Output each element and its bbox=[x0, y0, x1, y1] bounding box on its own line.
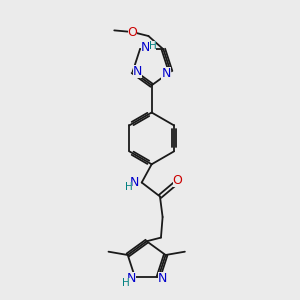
Text: N: N bbox=[126, 272, 136, 285]
Text: O: O bbox=[172, 174, 182, 187]
Text: H: H bbox=[124, 182, 132, 193]
Text: N: N bbox=[161, 67, 171, 80]
Text: N: N bbox=[141, 41, 151, 54]
Text: H: H bbox=[149, 41, 156, 51]
Text: N: N bbox=[130, 176, 139, 189]
Text: H: H bbox=[122, 278, 130, 288]
Text: N: N bbox=[158, 272, 167, 285]
Text: O: O bbox=[128, 26, 137, 38]
Text: N: N bbox=[133, 65, 142, 78]
